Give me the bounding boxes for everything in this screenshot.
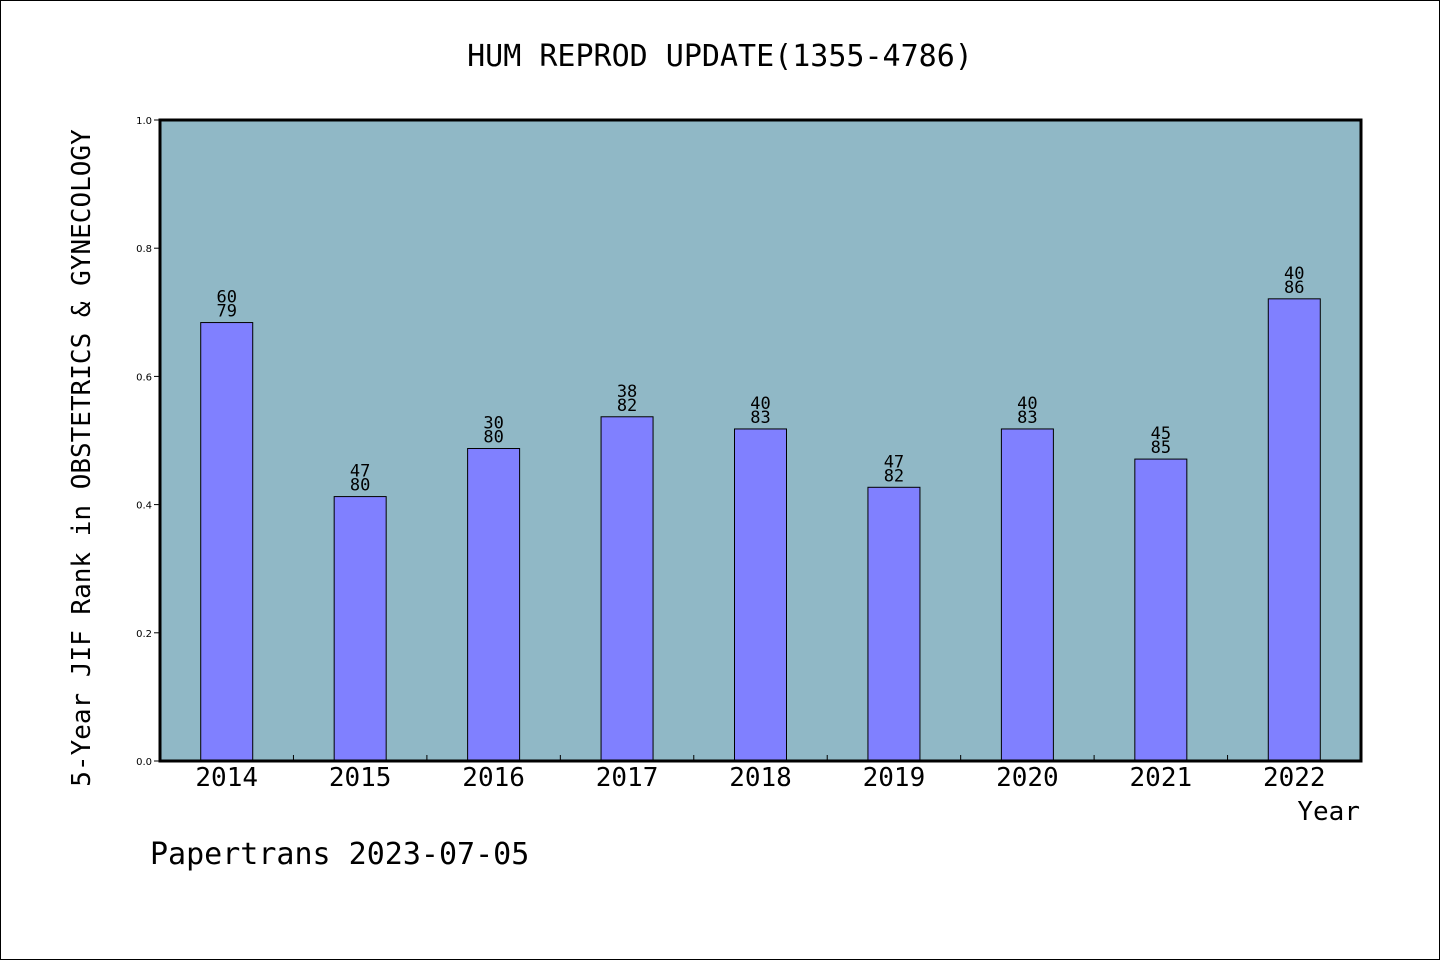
data-label-total-2017: 82 bbox=[617, 396, 637, 416]
bars-group bbox=[200, 298, 1321, 762]
bar-2014 bbox=[200, 322, 254, 762]
plot-frame bbox=[158, 118, 1363, 763]
bar-2019 bbox=[867, 486, 921, 762]
data-label-total-2019: 82 bbox=[884, 466, 904, 486]
x-tick-label-2020: 2020 bbox=[996, 763, 1059, 793]
y-tick-label: 0.0 bbox=[136, 757, 152, 768]
data-label-total-2021: 85 bbox=[1151, 438, 1171, 458]
y-tick-label: 0.6 bbox=[136, 372, 152, 383]
x-tick-label-2016: 2016 bbox=[462, 763, 525, 793]
data-label-rank-2017: 38 bbox=[617, 382, 637, 402]
bar-2016 bbox=[467, 448, 521, 762]
x-tick-label-2015: 2015 bbox=[329, 763, 392, 793]
bar-2022 bbox=[1267, 298, 1321, 762]
x-tick-label-2014: 2014 bbox=[195, 763, 258, 793]
x-tick-label-2019: 2019 bbox=[863, 763, 926, 793]
data-label-rank-2020: 40 bbox=[1017, 394, 1037, 414]
data-label-total-2016: 80 bbox=[483, 428, 503, 448]
x-axis: 2014 2015 2016 2017 2018 2019 2020 2021 2022 bbox=[195, 755, 1326, 793]
y-tick-label: 0.4 bbox=[136, 501, 152, 512]
y-tick-label: 0.2 bbox=[136, 629, 152, 640]
data-label-total-2015: 80 bbox=[350, 476, 370, 496]
bar-2017 bbox=[600, 416, 654, 762]
bar-2021 bbox=[1134, 458, 1188, 762]
y-tick-label: 0.8 bbox=[136, 244, 152, 255]
x-tick-label-2021: 2021 bbox=[1130, 763, 1193, 793]
data-label-rank-2021: 45 bbox=[1151, 424, 1171, 444]
data-label-total-2014: 79 bbox=[216, 302, 236, 322]
bar-2020 bbox=[1000, 428, 1054, 762]
data-label-rank-2018: 40 bbox=[750, 394, 770, 414]
y-axis-label: 5-Year JIF Rank in OBSTETRICS & GYNECOLO… bbox=[67, 129, 97, 787]
data-label-rank-2014: 60 bbox=[216, 288, 236, 308]
y-tick-label: 1.0 bbox=[136, 116, 152, 127]
x-axis-label: Year bbox=[1297, 797, 1360, 827]
data-label-rank-2015: 47 bbox=[350, 462, 370, 482]
chart-title: HUM REPROD UPDATE(1355-4786) bbox=[467, 39, 973, 74]
x-tick-label-2018: 2018 bbox=[729, 763, 792, 793]
x-tick-label-2022: 2022 bbox=[1263, 763, 1326, 793]
x-tick-label-2017: 2017 bbox=[596, 763, 659, 793]
footer-text: Papertrans 2023-07-05 bbox=[150, 837, 529, 872]
data-label-total-2022: 86 bbox=[1284, 278, 1304, 298]
bar-2015 bbox=[333, 496, 387, 762]
data-label-rank-2016: 30 bbox=[483, 414, 503, 434]
data-label-rank-2022: 40 bbox=[1284, 264, 1304, 284]
data-label-total-2020: 83 bbox=[1017, 408, 1037, 428]
bar-2018 bbox=[734, 428, 787, 762]
data-label-rank-2019: 47 bbox=[884, 452, 904, 472]
data-label-total-2018: 83 bbox=[750, 408, 770, 428]
